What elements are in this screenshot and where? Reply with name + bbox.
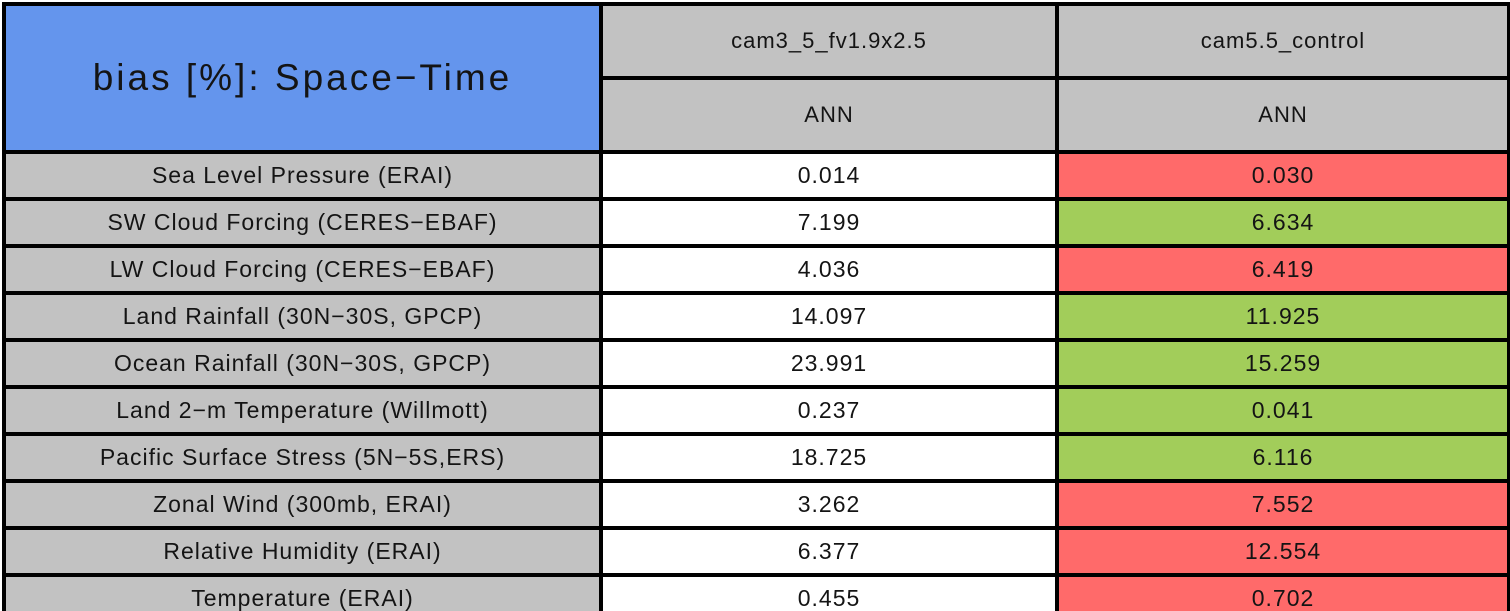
value-cell: 7.199 <box>599 197 1059 248</box>
value-cell: 0.237 <box>599 385 1059 436</box>
column-header-model-1: cam3_5_fv1.9x2.5 <box>599 2 1059 80</box>
value-cell: 0.702 <box>1055 573 1510 611</box>
value-cell: 18.725 <box>599 432 1059 483</box>
column-subheader-season-2: ANN <box>1055 76 1510 154</box>
value-cell: 3.262 <box>599 479 1059 530</box>
table-row: Land 2−m Temperature (Willmott) 0.237 0.… <box>2 385 1510 436</box>
value-cell: 6.116 <box>1055 432 1510 483</box>
table-row: Temperature (ERAI) 0.455 0.702 <box>2 573 1510 611</box>
value-cell: 0.041 <box>1055 385 1510 436</box>
value-cell: 6.634 <box>1055 197 1510 248</box>
row-label: Pacific Surface Stress (5N−5S,ERS) <box>2 432 603 483</box>
value-cell: 7.552 <box>1055 479 1510 530</box>
row-label: LW Cloud Forcing (CERES−EBAF) <box>2 244 603 295</box>
table-row: Pacific Surface Stress (5N−5S,ERS) 18.72… <box>2 432 1510 483</box>
table-row: Sea Level Pressure (ERAI) 0.014 0.030 <box>2 150 1510 201</box>
row-label: Temperature (ERAI) <box>2 573 603 611</box>
table-row: Ocean Rainfall (30N−30S, GPCP) 23.991 15… <box>2 338 1510 389</box>
table-row: Zonal Wind (300mb, ERAI) 3.262 7.552 <box>2 479 1510 530</box>
row-label: Ocean Rainfall (30N−30S, GPCP) <box>2 338 603 389</box>
value-cell: 6.419 <box>1055 244 1510 295</box>
table-row: Relative Humidity (ERAI) 6.377 12.554 <box>2 526 1510 577</box>
row-label: Zonal Wind (300mb, ERAI) <box>2 479 603 530</box>
row-label: Relative Humidity (ERAI) <box>2 526 603 577</box>
table-title: bias [%]: Space−Time <box>2 2 603 154</box>
value-cell: 15.259 <box>1055 338 1510 389</box>
value-cell: 0.455 <box>599 573 1059 611</box>
column-header-model-2: cam5.5_control <box>1055 2 1510 80</box>
value-cell: 11.925 <box>1055 291 1510 342</box>
value-cell: 23.991 <box>599 338 1059 389</box>
header-row-models: bias [%]: Space−Time cam3_5_fv1.9x2.5 ca… <box>2 2 1510 154</box>
table-row: SW Cloud Forcing (CERES−EBAF) 7.199 6.63… <box>2 197 1510 248</box>
row-label: Land Rainfall (30N−30S, GPCP) <box>2 291 603 342</box>
value-cell: 6.377 <box>599 526 1059 577</box>
value-cell: 4.036 <box>599 244 1059 295</box>
header-row-seasons: ANN ANN <box>4 76 1510 154</box>
table-row: LW Cloud Forcing (CERES−EBAF) 4.036 6.41… <box>2 244 1510 295</box>
row-label: Land 2−m Temperature (Willmott) <box>2 385 603 436</box>
row-label: Sea Level Pressure (ERAI) <box>2 150 603 201</box>
value-cell: 14.097 <box>599 291 1059 342</box>
row-label: SW Cloud Forcing (CERES−EBAF) <box>2 197 603 248</box>
value-cell: 0.014 <box>599 150 1059 201</box>
value-cell: 0.030 <box>1055 150 1510 201</box>
column-subheader-season-1: ANN <box>599 76 1059 154</box>
table-row: Land Rainfall (30N−30S, GPCP) 14.097 11.… <box>2 291 1510 342</box>
value-cell: 12.554 <box>1055 526 1510 577</box>
